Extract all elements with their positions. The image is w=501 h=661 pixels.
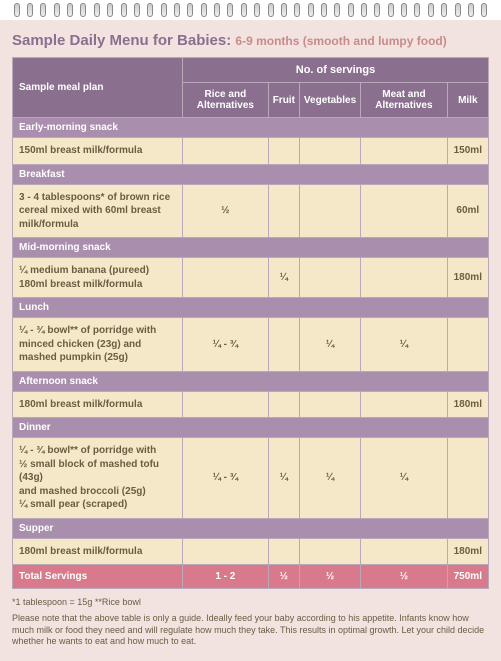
header-col-meat: Meat and Alternatives: [361, 83, 447, 118]
item-label: ¼ - ¾ bowl** of porridge with½ small blo…: [13, 438, 183, 519]
title-sub: 6-9 months (smooth and lumpy food): [235, 34, 446, 48]
section-row: Early-morning snack: [13, 118, 489, 138]
serving-cell: [299, 391, 360, 418]
serving-cell: [268, 184, 299, 238]
serving-cell: [299, 138, 360, 165]
serving-cell: [268, 318, 299, 372]
serving-cell: [361, 391, 447, 418]
serving-cell: ¼ - ¾: [183, 318, 269, 372]
serving-cell: ½: [183, 184, 269, 238]
total-label: Total Servings: [13, 565, 183, 589]
item-label: 3 - 4 tablespoons* of brown rice cereal …: [13, 184, 183, 238]
serving-cell: ¼: [268, 258, 299, 298]
header-col-veg: Vegetables: [299, 83, 360, 118]
serving-cell: 180ml: [447, 258, 488, 298]
section-label: Supper: [13, 518, 489, 538]
item-row: 3 - 4 tablespoons* of brown rice cereal …: [13, 184, 489, 238]
total-cell: 1 - 2: [183, 565, 269, 589]
footnote-legend: *1 tablespoon = 15g **Rice bowl: [12, 597, 489, 607]
item-row: ¼ - ¾ bowl** of porridge with½ small blo…: [13, 438, 489, 519]
menu-table: Sample meal plan No. of servings Rice an…: [12, 57, 489, 589]
serving-cell: [447, 318, 488, 372]
serving-cell: ¼ - ¾: [183, 438, 269, 519]
serving-cell: [447, 438, 488, 519]
serving-cell: 180ml: [447, 538, 488, 565]
footnote-note: Please note that the above table is only…: [12, 613, 489, 648]
header-col-rice: Rice and Alternatives: [183, 83, 269, 118]
total-cell: ½: [299, 565, 360, 589]
serving-cell: [183, 138, 269, 165]
title-main: Sample Daily Menu for Babies:: [12, 32, 231, 49]
header-meal: Sample meal plan: [13, 58, 183, 118]
serving-cell: [361, 138, 447, 165]
total-cell: ½: [268, 565, 299, 589]
menu-sheet: Sample Daily Menu for Babies: 6-9 months…: [0, 20, 501, 661]
serving-cell: [361, 184, 447, 238]
header-col-fruit: Fruit: [268, 83, 299, 118]
total-row: Total Servings1 - 2½½½750ml: [13, 565, 489, 589]
item-label: 180ml breast milk/formula: [13, 538, 183, 565]
serving-cell: ¼: [268, 438, 299, 519]
serving-cell: [183, 538, 269, 565]
serving-cell: [361, 538, 447, 565]
item-label: ¼ medium banana (pureed)180ml breast mil…: [13, 258, 183, 298]
spiral-binding: [0, 0, 501, 20]
item-label: ¼ - ¾ bowl** of porridge with minced chi…: [13, 318, 183, 372]
section-row: Afternoon snack: [13, 371, 489, 391]
section-label: Dinner: [13, 418, 489, 438]
item-row: 180ml breast milk/formula 180ml: [13, 538, 489, 565]
serving-cell: ¼: [299, 318, 360, 372]
total-cell: ½: [361, 565, 447, 589]
section-row: Mid-morning snack: [13, 238, 489, 258]
serving-cell: [183, 391, 269, 418]
serving-cell: [183, 258, 269, 298]
serving-cell: [268, 391, 299, 418]
serving-cell: [361, 258, 447, 298]
serving-cell: ¼: [361, 438, 447, 519]
item-row: 150ml breast milk/formula 150ml: [13, 138, 489, 165]
serving-cell: 180ml: [447, 391, 488, 418]
header-servings: No. of servings: [183, 58, 489, 83]
section-row: Supper: [13, 518, 489, 538]
section-row: Breakfast: [13, 164, 489, 184]
serving-cell: ¼: [361, 318, 447, 372]
serving-cell: [299, 184, 360, 238]
serving-cell: [268, 538, 299, 565]
section-row: Dinner: [13, 418, 489, 438]
serving-cell: [268, 138, 299, 165]
total-cell: 750ml: [447, 565, 488, 589]
section-label: Early-morning snack: [13, 118, 489, 138]
section-row: Lunch: [13, 298, 489, 318]
item-label: 180ml breast milk/formula: [13, 391, 183, 418]
section-label: Afternoon snack: [13, 371, 489, 391]
item-row: ¼ medium banana (pureed)180ml breast mil…: [13, 258, 489, 298]
section-label: Mid-morning snack: [13, 238, 489, 258]
serving-cell: 60ml: [447, 184, 488, 238]
serving-cell: ¼: [299, 438, 360, 519]
serving-cell: 150ml: [447, 138, 488, 165]
header-col-milk: Milk: [447, 83, 488, 118]
item-row: ¼ - ¾ bowl** of porridge with minced chi…: [13, 318, 489, 372]
serving-cell: [299, 538, 360, 565]
section-label: Breakfast: [13, 164, 489, 184]
item-label: 150ml breast milk/formula: [13, 138, 183, 165]
section-label: Lunch: [13, 298, 489, 318]
item-row: 180ml breast milk/formula 180ml: [13, 391, 489, 418]
serving-cell: [299, 258, 360, 298]
page-title: Sample Daily Menu for Babies: 6-9 months…: [12, 32, 489, 49]
